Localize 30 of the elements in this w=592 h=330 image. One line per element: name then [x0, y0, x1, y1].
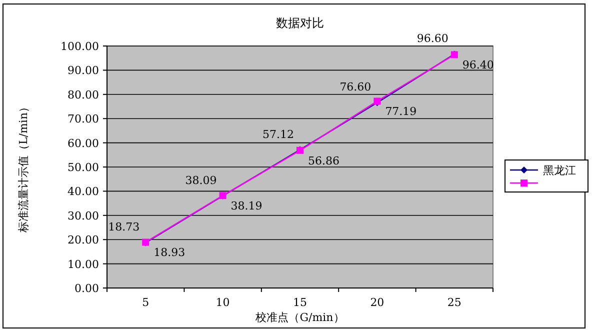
y-tick-label: 60.00 [68, 136, 99, 150]
x-tick-label: 15 [293, 296, 307, 309]
data-label: 96.60 [416, 32, 448, 46]
y-axis-title: 标准流量计示值（L/min） [17, 101, 30, 234]
data-label: 18.73 [108, 220, 140, 234]
y-tick-label: 0.00 [74, 282, 99, 295]
x-axis-title: 校准点（G/min） [254, 311, 344, 324]
data-label: 76.60 [340, 80, 372, 94]
y-tick-label: 30.00 [68, 209, 99, 222]
chart-title: 数据对比 [276, 16, 324, 30]
y-tick-label: 90.00 [68, 64, 99, 78]
legend-label: 黑龙江 [543, 164, 576, 177]
data-label: 56.86 [308, 154, 340, 168]
y-tick-label: 100.00 [60, 40, 99, 53]
y-tick-label: 50.00 [68, 161, 99, 174]
data-label: 38.19 [230, 200, 262, 213]
data-label: 77.19 [385, 105, 417, 118]
y-tick-label: 20.00 [68, 234, 99, 247]
data-label: 38.09 [185, 174, 217, 187]
y-tick-label: 80.00 [68, 88, 99, 102]
x-tick-label: 20 [370, 296, 384, 309]
data-label: 96.40 [462, 58, 494, 72]
x-tick-label: 10 [216, 296, 230, 309]
y-tick-label: 10.00 [68, 258, 99, 271]
x-tick-label: 25 [447, 296, 462, 309]
y-tick-label: 40.00 [68, 185, 99, 198]
data-label: 18.93 [154, 246, 186, 260]
y-tick-label: 70.00 [68, 112, 99, 126]
data-label: 57.12 [262, 128, 294, 141]
x-tick-label: 5 [142, 296, 150, 309]
